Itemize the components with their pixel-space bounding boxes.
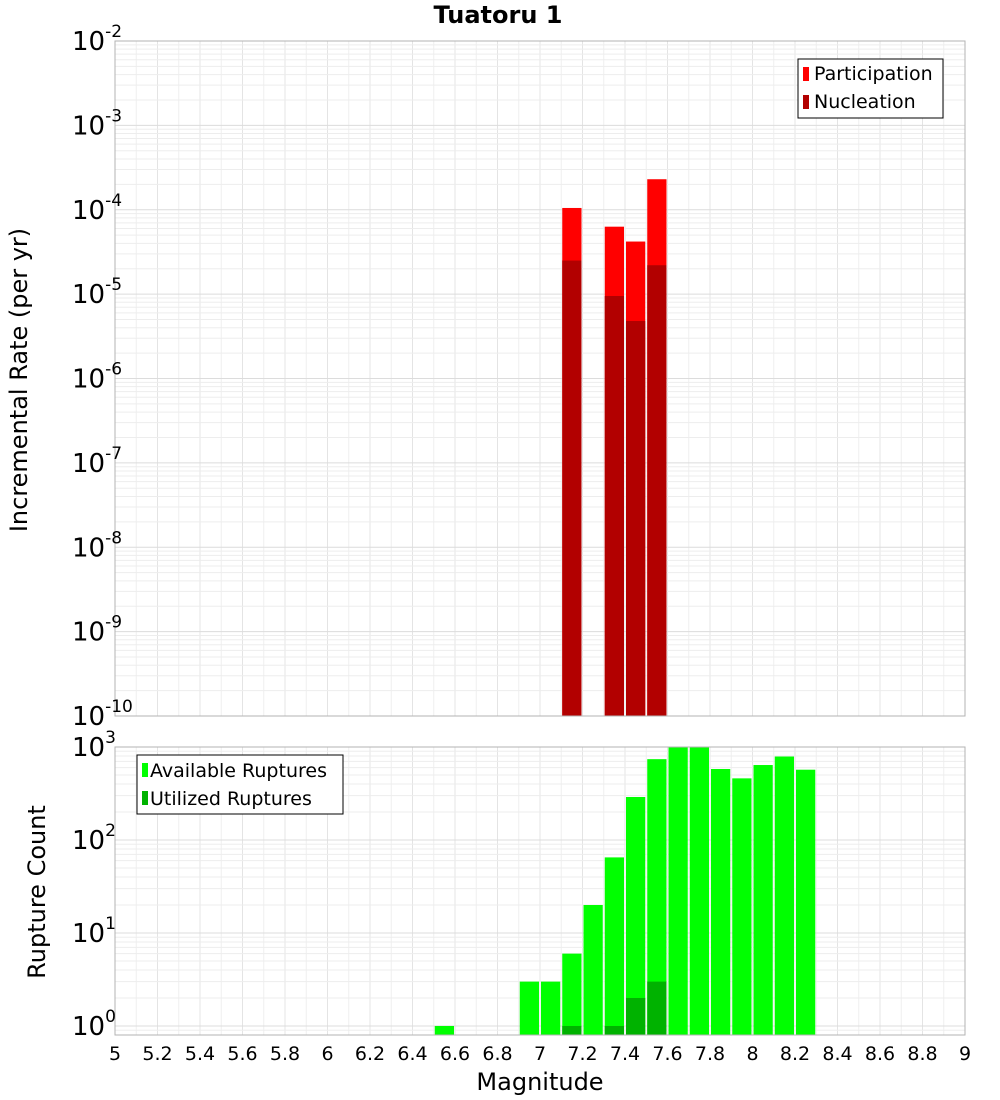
count-bar-a: [434, 1025, 454, 1035]
count-bar-a: [541, 981, 561, 1035]
x-tick-label: 5.4: [185, 1043, 215, 1065]
rate-y-axis-ticks: 10-10 10-9 10-8 10-7 10-6 10-5 10-4 10-3 10-2: [72, 22, 133, 732]
count-plot-bars: [434, 747, 816, 1035]
rate-y-tick-label: 10-7: [72, 444, 122, 479]
x-tick-label: 8: [746, 1043, 758, 1065]
count-bar-a: [562, 953, 582, 1035]
x-tick-label: 8.4: [822, 1043, 852, 1065]
count-bar-a: [753, 765, 773, 1035]
count-bar-a: [796, 769, 816, 1035]
x-tick-label: 8.2: [780, 1043, 810, 1065]
count-bar-a: [604, 857, 624, 1035]
x-tick-label: 7.4: [610, 1043, 640, 1065]
legend-swatch-available: [142, 763, 148, 777]
count-bar-a: [711, 769, 731, 1035]
x-tick-label: 6: [321, 1043, 333, 1065]
x-tick-label: 5.2: [142, 1043, 172, 1065]
legend-swatch-nucleation: [803, 95, 809, 109]
rate-plot-bars: [562, 179, 667, 717]
x-tick-label: 7: [534, 1043, 546, 1065]
count-bar-a: [668, 747, 688, 1035]
x-tick-label: 7.2: [567, 1043, 597, 1065]
count-y-axis-label: Rupture Count: [23, 805, 51, 979]
count-y-tick-label: 101: [72, 914, 116, 949]
count-y-tick-label: 103: [72, 728, 116, 763]
count-y-tick-label: 102: [72, 821, 116, 856]
count-legend: Available Ruptures Utilized Ruptures: [136, 754, 344, 815]
count-bar-a: [647, 759, 667, 1035]
x-tick-label: 9: [959, 1043, 971, 1065]
rate-y-tick-label: 10-6: [72, 360, 122, 395]
count-bar-b: [562, 1025, 582, 1035]
rate-legend-box: [797, 58, 944, 119]
x-tick-label: 7.6: [652, 1043, 682, 1065]
count-bar-a: [732, 778, 752, 1035]
count-bar-a: [689, 747, 709, 1035]
rate-y-tick-label: 10-5: [72, 275, 122, 310]
x-tick-label: 5.6: [227, 1043, 257, 1065]
x-tick-label: 6.6: [440, 1043, 470, 1065]
rate-y-tick-label: 10-2: [72, 22, 122, 57]
count-bar-a: [774, 756, 794, 1035]
count-bar-a: [583, 904, 603, 1035]
count-bar-b: [626, 997, 646, 1035]
rate-bar-b: [562, 260, 582, 716]
rupture-count-plot: 100 101 102 103 5 5.2 5.4 5.6 5.8 6 6.2 6.4 6.6 6.8 7…: [23, 728, 971, 1096]
x-tick-label: 8.8: [907, 1043, 937, 1065]
x-tick-label: 7.8: [695, 1043, 725, 1065]
count-legend-box: [136, 754, 344, 815]
rate-bar-b: [647, 265, 667, 716]
chart-title: Tuatoru 1: [434, 1, 563, 29]
count-bar-b: [647, 981, 667, 1035]
legend-swatch-participation: [803, 67, 809, 81]
rate-legend: Participation Nucleation: [797, 58, 944, 119]
x-tick-label: 5: [109, 1043, 121, 1065]
rate-bar-b: [626, 321, 646, 716]
count-bar-a: [519, 981, 539, 1035]
legend-label-participation: Participation: [814, 63, 933, 85]
x-tick-label: 6.8: [482, 1043, 512, 1065]
rate-plot: 10-10 10-9 10-8 10-7 10-6 10-5 10-4 10-3 10-2 In…: [5, 22, 966, 732]
rate-plot-grid: [115, 40, 965, 717]
rate-y-tick-label: 10-4: [72, 191, 122, 226]
x-axis-label: Magnitude: [476, 1068, 603, 1096]
x-tick-label: 8.6: [865, 1043, 895, 1065]
legend-label-available: Available Ruptures: [150, 760, 327, 782]
count-y-tick-label: 100: [72, 1007, 116, 1042]
count-bar-b: [604, 1025, 624, 1035]
count-bar-a: [626, 796, 646, 1035]
count-y-axis-ticks: 100 101 102 103: [72, 728, 116, 1042]
rate-y-tick-label: 10-3: [72, 106, 122, 141]
rate-y-tick-label: 10-9: [72, 613, 122, 648]
rate-plot-frame: [114, 40, 966, 717]
rate-y-tick-label: 10-8: [72, 528, 122, 563]
x-axis-ticks: 5 5.2 5.4 5.6 5.8 6 6.2 6.4 6.6 6.8 7 7.2 7.4 7.6 7.8 8…: [109, 1043, 971, 1065]
x-tick-label: 6.4: [397, 1043, 427, 1065]
rate-bar-b: [604, 296, 624, 716]
legend-label-utilized: Utilized Ruptures: [150, 788, 312, 810]
rate-y-tick-label: 10-10: [72, 697, 133, 732]
x-tick-label: 5.8: [270, 1043, 300, 1065]
count-plot-frame: [114, 746, 966, 1036]
legend-label-nucleation: Nucleation: [814, 91, 916, 113]
rate-y-axis-label: Incremental Rate (per yr): [5, 228, 33, 532]
legend-swatch-utilized: [142, 791, 148, 805]
x-tick-label: 6.2: [355, 1043, 385, 1065]
